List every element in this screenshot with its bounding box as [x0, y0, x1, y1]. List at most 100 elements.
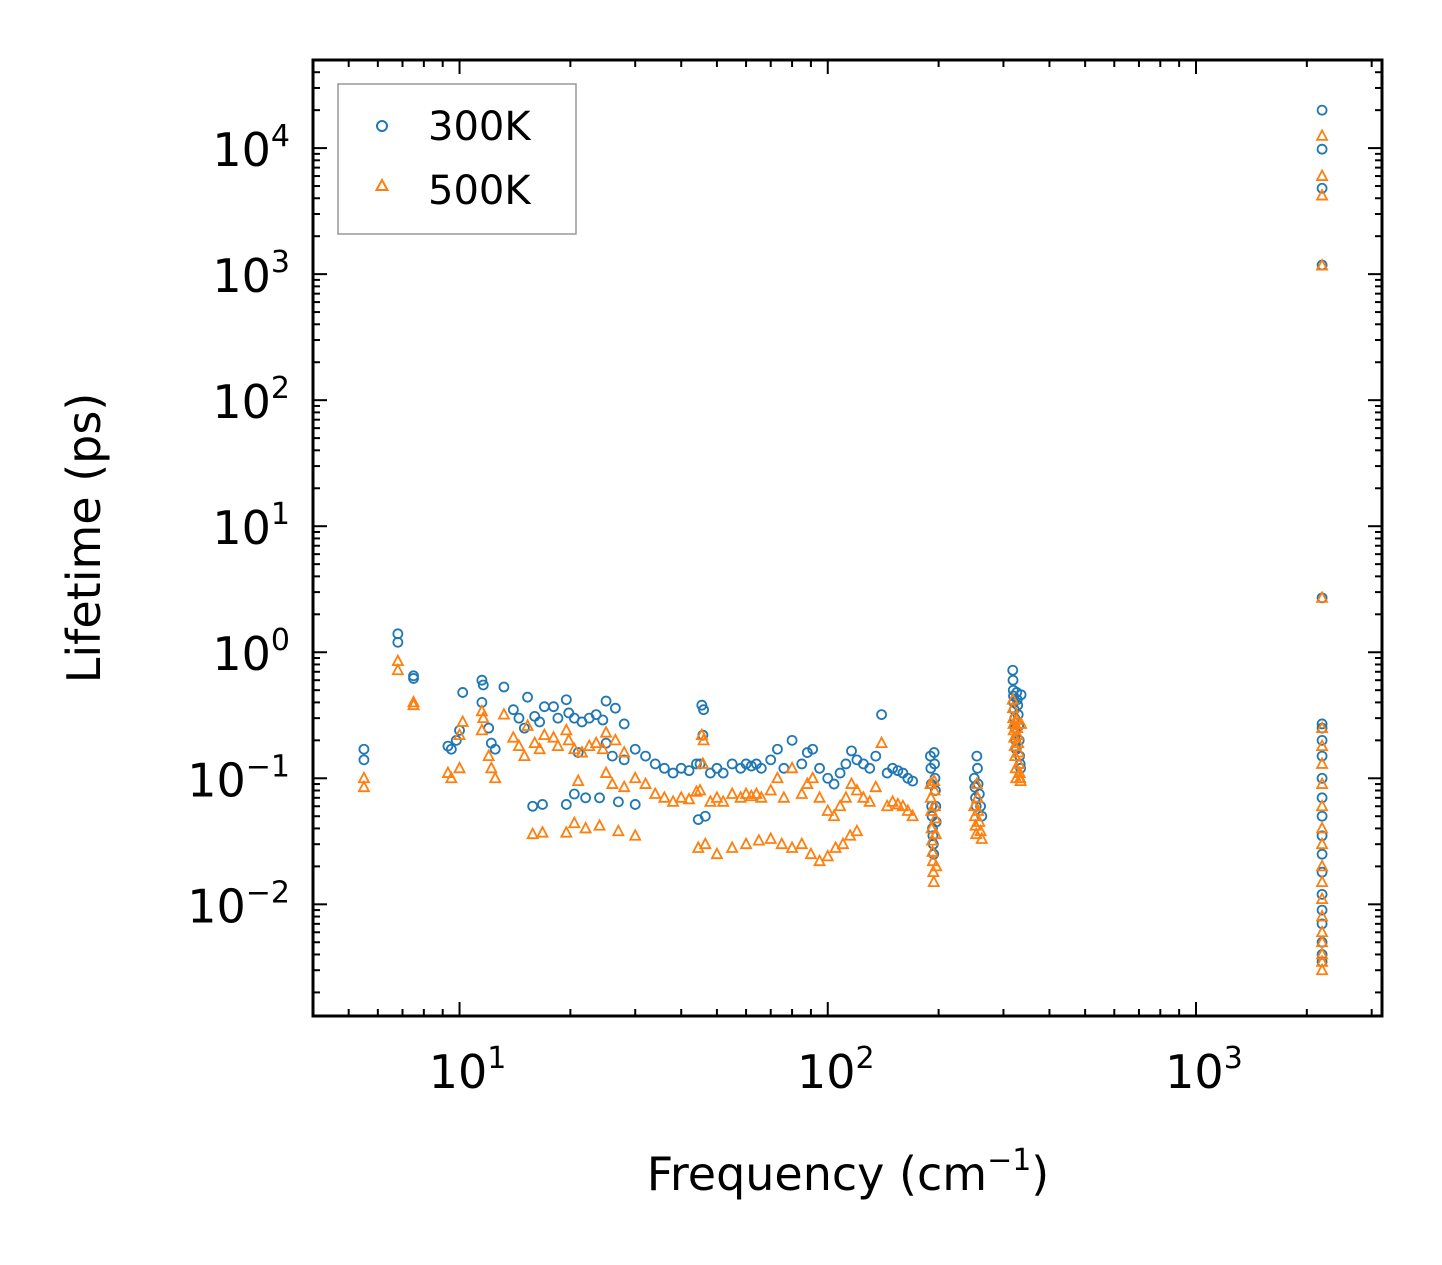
- point-300k: [973, 788, 985, 800]
- point-300k: [518, 722, 530, 734]
- point-300k: [887, 762, 899, 774]
- point-500k: [806, 770, 820, 784]
- point-500k: [537, 727, 551, 741]
- major-ticks: [313, 60, 1382, 1016]
- point-500k: [785, 840, 799, 853]
- point-500k: [605, 776, 619, 789]
- point-300k: [658, 762, 670, 774]
- point-500k: [901, 803, 915, 816]
- point-500k: [1012, 745, 1026, 758]
- point-300k: [445, 743, 457, 755]
- point-300k: [1316, 718, 1328, 730]
- point-300k: [560, 694, 572, 706]
- point-500k: [739, 836, 753, 850]
- point-500k: [969, 826, 983, 840]
- point-300k: [1316, 848, 1328, 860]
- point-300k: [929, 758, 940, 770]
- point-500k: [863, 794, 877, 807]
- point-300k: [745, 760, 757, 772]
- point-500k: [698, 836, 712, 850]
- point-300k: [609, 702, 621, 714]
- point-500k: [770, 770, 784, 784]
- point-500k: [628, 770, 642, 784]
- x-tick-label: 103: [1165, 1041, 1243, 1099]
- point-300k: [612, 796, 624, 808]
- point-500k: [608, 732, 622, 746]
- point-500k: [744, 788, 758, 802]
- point-500k: [1315, 858, 1329, 872]
- point-500k: [970, 790, 984, 803]
- point-500k: [896, 798, 910, 812]
- point-300k: [548, 701, 559, 713]
- point-500k: [357, 779, 371, 793]
- point-300k: [765, 754, 777, 766]
- point-500k: [928, 811, 942, 824]
- point-500k: [456, 714, 470, 727]
- y-tick-labels: 10−2 10−1 100 101 102 103 104: [187, 119, 290, 933]
- point-300k: [1007, 674, 1019, 686]
- point-300k: [1316, 772, 1328, 784]
- point-300k: [870, 750, 882, 762]
- y-tick-label: 10−2: [187, 875, 290, 933]
- point-300k: [772, 743, 783, 755]
- y-tick-label: 102: [212, 371, 290, 429]
- point-500k: [1315, 798, 1329, 812]
- point-500k: [517, 748, 531, 761]
- x-tick-label: 102: [797, 1041, 875, 1099]
- point-500k: [725, 840, 739, 853]
- point-300k: [629, 799, 641, 810]
- point-500k: [407, 697, 421, 711]
- point-300k: [814, 762, 825, 774]
- point-500k: [696, 756, 710, 769]
- point-500k: [512, 738, 526, 752]
- point-300k: [1316, 143, 1328, 155]
- point-500k: [929, 826, 943, 840]
- point-500k: [1315, 128, 1329, 141]
- y-axis-title: Lifetime (ps): [57, 393, 111, 684]
- point-300k: [568, 788, 580, 800]
- point-500k: [795, 786, 809, 799]
- point-500k: [1315, 836, 1329, 850]
- point-500k: [1315, 891, 1329, 905]
- point-500k: [924, 790, 938, 803]
- point-500k: [611, 823, 625, 837]
- point-500k: [599, 765, 613, 778]
- point-300k: [796, 758, 808, 770]
- point-500k: [1315, 756, 1329, 769]
- point-500k: [506, 730, 520, 743]
- point-300k: [801, 747, 813, 758]
- point-500k: [734, 790, 748, 803]
- legend-frame: [337, 83, 577, 235]
- point-300k: [972, 762, 983, 774]
- point-300k: [513, 712, 525, 724]
- plot-frame: [311, 58, 1384, 1018]
- point-300k: [892, 765, 904, 777]
- point-500k: [929, 858, 943, 872]
- point-300k: [1316, 810, 1328, 822]
- point-500k: [821, 803, 835, 816]
- point-500k: [1315, 590, 1329, 603]
- point-300k: [552, 712, 564, 724]
- point-500k: [596, 741, 610, 755]
- point-500k: [1315, 874, 1329, 888]
- point-300k: [489, 743, 501, 755]
- point-500k: [475, 722, 489, 736]
- point-500k: [970, 776, 984, 789]
- point-300k: [1316, 750, 1328, 762]
- point-300k: [597, 714, 609, 726]
- point-500k: [710, 846, 724, 860]
- point-500k: [1315, 909, 1329, 922]
- point-500k: [441, 765, 455, 778]
- x-tick-labels: 101 102 103: [429, 1041, 1243, 1099]
- point-500k: [833, 798, 847, 812]
- point-500k: [567, 815, 581, 829]
- point-500k: [484, 760, 498, 774]
- point-500k: [551, 738, 565, 752]
- point-300k: [537, 799, 548, 810]
- point-300k: [755, 762, 767, 774]
- point-300k: [477, 679, 489, 691]
- point-500k: [928, 798, 942, 812]
- legend-marker-300k: [376, 120, 388, 132]
- point-300k: [1316, 904, 1328, 916]
- point-500k: [533, 741, 547, 755]
